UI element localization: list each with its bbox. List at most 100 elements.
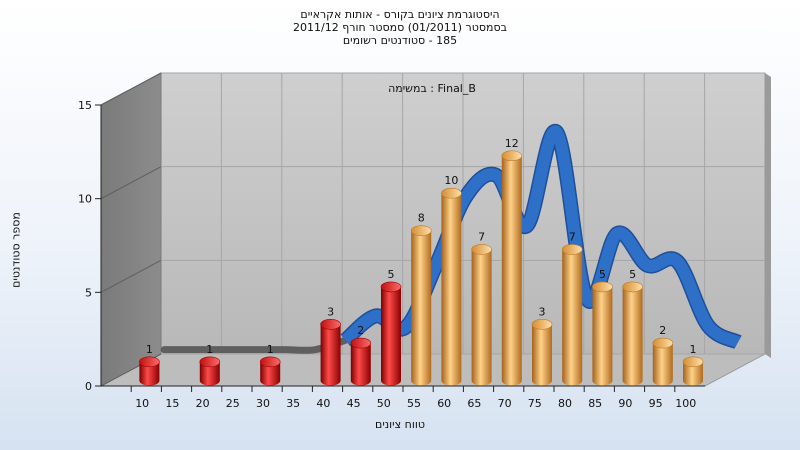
x-tick-label: 70 bbox=[498, 397, 512, 410]
bar-body bbox=[199, 361, 220, 386]
bar-30: 1 bbox=[259, 343, 281, 386]
data-label: 10 bbox=[444, 174, 458, 187]
bar-body bbox=[411, 230, 432, 386]
bar-top bbox=[622, 281, 643, 293]
gridline-left-wall bbox=[100, 72, 162, 106]
chart-title-line-3: 185 - סטודנטים רשומים bbox=[342, 34, 458, 47]
bar-body bbox=[350, 343, 371, 386]
bar-body bbox=[139, 361, 160, 386]
x-tick-label: 100 bbox=[675, 397, 696, 410]
bar-top bbox=[199, 356, 221, 368]
bar-80: 7 bbox=[561, 230, 583, 386]
x-tick-label: 50 bbox=[377, 397, 391, 410]
data-label: 8 bbox=[418, 212, 425, 225]
bar-body bbox=[441, 193, 462, 386]
right-edge bbox=[765, 73, 771, 358]
x-tick-label: 75 bbox=[528, 397, 542, 410]
x-tick-label: 65 bbox=[467, 397, 481, 410]
data-label: 3 bbox=[327, 305, 334, 318]
chart-title-line-2: בסמסטר (01/2011) סמסטר חורף 2011/12 bbox=[293, 21, 507, 34]
bar-65: 7 bbox=[471, 230, 492, 386]
bar-45: 2 bbox=[350, 324, 372, 386]
bar-body bbox=[501, 155, 522, 386]
data-label: 5 bbox=[629, 268, 636, 281]
x-tick-label: 30 bbox=[256, 397, 270, 410]
bar-body bbox=[532, 324, 552, 386]
x-tick-label: 85 bbox=[588, 397, 602, 410]
x-tick-label: 15 bbox=[165, 397, 179, 410]
x-tick-label: 10 bbox=[135, 397, 149, 410]
bar-top bbox=[320, 319, 341, 330]
bar-top bbox=[501, 150, 523, 162]
data-label: 2 bbox=[659, 324, 666, 337]
data-label: 3 bbox=[539, 305, 546, 318]
trend-ribbon-low bbox=[160, 336, 349, 354]
bar-body bbox=[260, 361, 281, 386]
x-tick-label: 95 bbox=[649, 397, 663, 410]
bar-top bbox=[441, 187, 462, 199]
x-tick-label: 20 bbox=[196, 397, 210, 410]
data-label: 5 bbox=[388, 268, 395, 281]
bar-top bbox=[652, 337, 674, 349]
y-tick-label: 5 bbox=[85, 286, 92, 299]
bar-top bbox=[561, 244, 583, 255]
y-axis-label: מספר סטודנטים bbox=[9, 212, 23, 288]
x-tick-label: 25 bbox=[226, 397, 240, 410]
subtitle: Final_B : במשימה bbox=[388, 82, 476, 95]
bar-10: 1 bbox=[139, 343, 160, 386]
bar-50: 5 bbox=[380, 268, 402, 386]
gridline-left-wall bbox=[100, 166, 162, 200]
x-tick-label: 45 bbox=[347, 397, 361, 410]
bar-top bbox=[259, 356, 281, 368]
bar-95: 2 bbox=[652, 324, 674, 386]
data-label: 7 bbox=[569, 230, 576, 243]
y-tick-label: 15 bbox=[78, 99, 92, 112]
x-axis-label: טווח ציונים bbox=[375, 418, 425, 431]
bar-top bbox=[410, 225, 432, 236]
data-label: 5 bbox=[599, 268, 606, 281]
chart-title-block: היסטוגרמת ציונים בקורס - אותות אקראיים ב… bbox=[0, 8, 800, 47]
bar-55: 8 bbox=[410, 212, 432, 386]
gridlines bbox=[100, 72, 765, 387]
bar-75: 3 bbox=[531, 305, 553, 386]
bar-100: 1 bbox=[682, 343, 704, 386]
data-label: 2 bbox=[357, 324, 364, 337]
data-label: 12 bbox=[505, 137, 519, 150]
bar-body bbox=[471, 249, 492, 386]
gridline-left-wall bbox=[100, 259, 162, 293]
bar-body bbox=[320, 324, 341, 386]
data-label: 7 bbox=[478, 230, 485, 243]
bar-top bbox=[592, 281, 613, 293]
left-wall bbox=[100, 72, 162, 387]
data-label: 1 bbox=[267, 343, 274, 356]
bar-body bbox=[652, 343, 673, 386]
bar-top bbox=[531, 319, 553, 330]
bars: 1 1 1 3 2 5 8 10 7 12 3 7 5 5 2 1 bbox=[139, 137, 704, 386]
y-tick-label: 0 bbox=[85, 380, 92, 393]
chart-title-line-1: היסטוגרמת ציונים בקורס - אותות אקראיים bbox=[300, 8, 500, 21]
y-tick-label: 10 bbox=[78, 193, 92, 206]
bar-top bbox=[139, 356, 160, 368]
bar-body bbox=[622, 286, 643, 386]
x-tick-label: 35 bbox=[286, 397, 300, 410]
bar-body bbox=[381, 286, 401, 386]
bar-top bbox=[350, 337, 372, 349]
x-tick-label: 55 bbox=[407, 397, 421, 410]
x-tick-label: 60 bbox=[437, 397, 451, 410]
chart-walls bbox=[100, 72, 771, 387]
x-tick-label: 80 bbox=[558, 397, 572, 410]
x-tick-label: 40 bbox=[316, 397, 330, 410]
bar-90: 5 bbox=[622, 268, 643, 386]
data-label: 1 bbox=[206, 343, 213, 356]
bar-40: 3 bbox=[320, 305, 341, 386]
bar-top bbox=[682, 356, 704, 368]
x-tick-label: 90 bbox=[618, 397, 632, 410]
data-label: 1 bbox=[690, 343, 697, 356]
bar-20: 1 bbox=[199, 343, 221, 386]
data-label: 1 bbox=[146, 343, 153, 356]
bar-body bbox=[562, 249, 583, 386]
bar-60: 10 bbox=[441, 174, 462, 386]
bar-top bbox=[380, 281, 402, 293]
